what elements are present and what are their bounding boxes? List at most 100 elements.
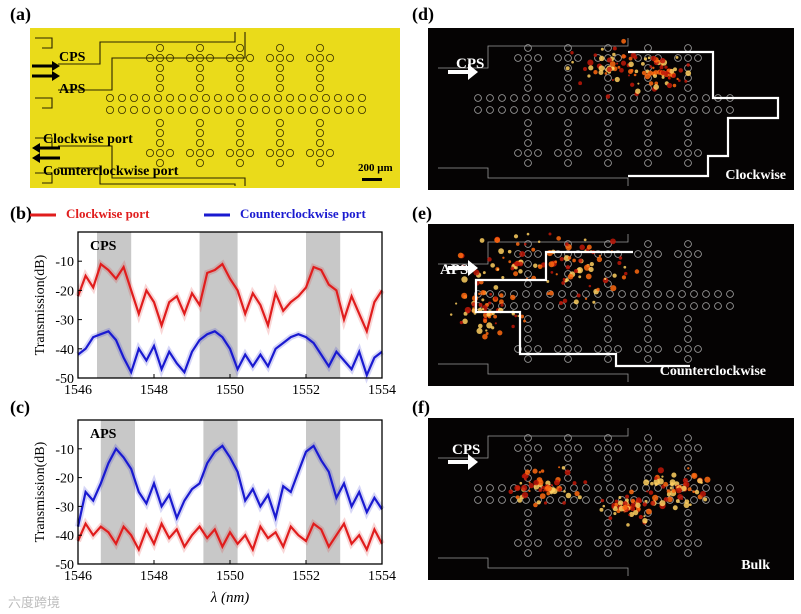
y-tick-label: -10: [55, 443, 74, 458]
ring-resonator: [644, 280, 652, 288]
ring-resonator: [225, 94, 234, 103]
intensity-spot: [514, 314, 518, 318]
ring-resonator: [524, 74, 532, 82]
ring-resonator: [524, 345, 532, 353]
ring-resonator: [642, 94, 650, 102]
ring-resonator: [690, 290, 698, 298]
ring-resonator: [674, 539, 682, 547]
intensity-spot: [461, 276, 468, 283]
intensity-spot: [659, 57, 666, 64]
ring-resonator: [514, 539, 522, 547]
ring-resonator: [674, 149, 682, 157]
ring-resonator: [534, 149, 542, 157]
ring-resonator: [674, 250, 682, 258]
intensity-spot: [677, 79, 681, 82]
ring-resonator: [273, 94, 282, 103]
intensity-spot: [599, 507, 604, 512]
ring-resonator: [156, 139, 165, 148]
ring-resonator: [666, 302, 674, 310]
imaging-panel-d: CPS Clockwise: [428, 28, 794, 190]
intensity-spot: [513, 271, 519, 277]
intensity-spot: [481, 308, 485, 311]
ring-resonator: [195, 129, 204, 138]
ring-resonator: [564, 509, 572, 517]
intensity-spot: [684, 499, 690, 504]
ring-resonator: [225, 106, 234, 115]
ring-resonator: [142, 106, 151, 115]
ring-resonator: [524, 250, 532, 258]
intensity-spot: [565, 242, 569, 247]
ring-resonator: [684, 335, 692, 343]
ring-resonator: [237, 106, 246, 115]
ring-resonator: [275, 119, 284, 128]
x-tick-label: 1554: [368, 569, 396, 584]
ring-resonator: [524, 129, 532, 137]
intensity-spot: [703, 497, 708, 502]
ring-resonator: [594, 94, 602, 102]
ring-resonator: [154, 106, 163, 115]
ring-resonator: [690, 496, 698, 504]
ring-resonator: [524, 509, 532, 517]
intensity-spot: [498, 299, 504, 305]
ring-resonator: [694, 54, 702, 62]
ring-resonator: [634, 345, 642, 353]
intensity-spot: [648, 490, 654, 495]
ring-resonator: [486, 106, 494, 114]
ring-resonator: [564, 454, 572, 462]
ring-resonator: [654, 149, 662, 157]
ring-resonator: [684, 129, 692, 137]
intensity-spot: [565, 265, 571, 270]
ring-resonator: [714, 106, 722, 114]
intensity-spot: [638, 514, 643, 520]
ring-resonator: [604, 260, 612, 268]
ring-resonator: [594, 484, 602, 492]
intensity-spot: [683, 502, 690, 509]
ring-resonator: [321, 94, 330, 103]
ring-resonator: [614, 250, 622, 258]
ring-resonator: [564, 335, 572, 343]
ring-resonator: [594, 496, 602, 504]
ring-resonator: [524, 260, 532, 268]
ring-resonator: [510, 94, 518, 102]
ring-resonator: [195, 84, 204, 93]
intensity-spot: [669, 479, 676, 486]
ring-resonator: [684, 549, 692, 557]
ring-resonator: [654, 444, 662, 452]
ring-resonator: [634, 444, 642, 452]
imaging-port-label-e: APS: [440, 262, 469, 278]
ring-resonator: [524, 54, 532, 62]
intensity-spot: [507, 249, 512, 254]
intensity-spot: [494, 237, 501, 243]
ring-resonator: [165, 94, 174, 103]
ring-resonator: [684, 345, 692, 353]
intensity-spot: [620, 60, 627, 66]
intensity-spot: [521, 474, 526, 479]
intensity-spot: [546, 491, 551, 496]
ring-resonator: [546, 496, 554, 504]
ring-resonator: [594, 149, 602, 157]
intensity-spot: [514, 484, 521, 492]
intensity-spot: [663, 481, 669, 487]
ring-resonator: [249, 106, 258, 115]
intensity-spot: [537, 479, 544, 486]
intensity-spot: [520, 314, 525, 319]
ring-resonator: [534, 444, 542, 452]
intensity-spot: [524, 469, 531, 475]
ring-resonator: [195, 158, 204, 167]
ring-resonator: [564, 129, 572, 137]
ring-resonator: [195, 149, 204, 158]
intensity-spot: [618, 256, 623, 260]
ring-resonator: [674, 54, 682, 62]
ring-resonator: [684, 434, 692, 442]
ring-resonator: [644, 539, 652, 547]
intensity-spot: [671, 472, 677, 478]
ring-resonator: [321, 106, 330, 115]
intensity-spot: [473, 269, 480, 276]
ring-resonator: [714, 496, 722, 504]
ring-resonator: [564, 529, 572, 537]
ring-resonator: [678, 302, 686, 310]
ring-resonator: [654, 290, 662, 298]
y-axis-label: Transmission(dB): [33, 441, 48, 542]
ring-resonator: [357, 94, 366, 103]
intensity-spot: [518, 261, 524, 267]
